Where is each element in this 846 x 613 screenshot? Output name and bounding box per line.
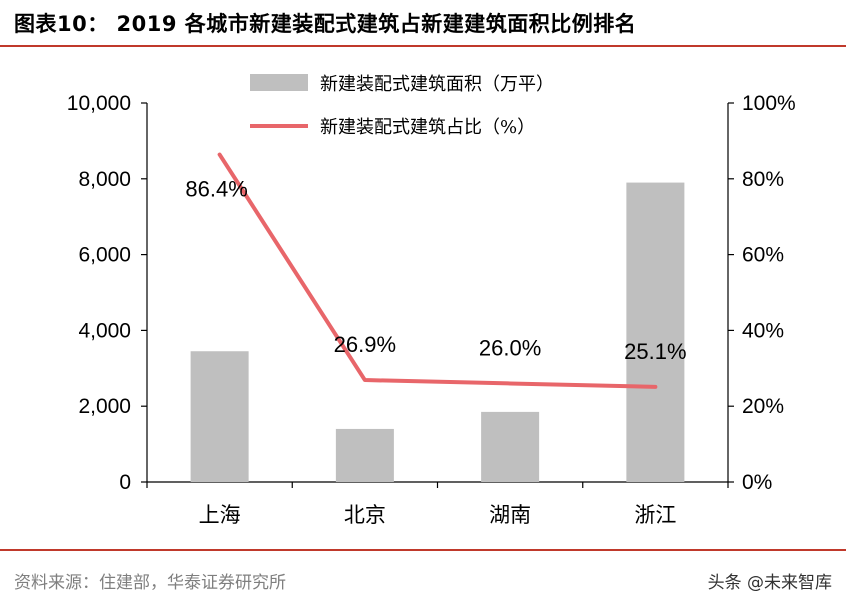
data-label: 26.0% — [479, 335, 541, 360]
x-tick-label: 浙江 — [634, 503, 676, 527]
x-tick-label: 北京 — [344, 503, 386, 527]
legend-swatch-bar — [250, 74, 308, 91]
left-tick-label: 6,000 — [78, 244, 131, 267]
x-tick-label: 上海 — [199, 503, 241, 527]
data-label: 25.1% — [624, 339, 686, 364]
left-tick-label: 8,000 — [78, 168, 131, 191]
legend: 新建装配式建筑面积（万平） 新建装配式建筑占比（%） — [250, 74, 554, 138]
right-tick-label: 0% — [742, 471, 772, 494]
axes: 0 2,000 4,000 6,000 8,000 10,000 0% 20% 40% 60% 80… — [67, 92, 796, 527]
bars — [190, 182, 685, 482]
bar-浙江 — [626, 182, 685, 482]
line-series — [217, 152, 658, 389]
bar-北京 — [335, 428, 394, 482]
right-tick-label: 60% — [742, 244, 784, 267]
right-tick-label: 40% — [742, 319, 784, 342]
right-tick-label: 100% — [742, 92, 796, 115]
chart: 新建装配式建筑面积（万平） 新建装配式建筑占比（%） 0 2,000 4,000 6,0… — [67, 74, 796, 527]
right-tick-label: 80% — [742, 168, 784, 191]
right-tick-label: 20% — [742, 395, 784, 418]
data-label: 26.9% — [334, 332, 396, 357]
left-tick-label: 0 — [119, 471, 131, 494]
watermark: 头条 @未来智库 — [707, 573, 832, 593]
footer-divider — [0, 549, 846, 551]
left-tick-label: 10,000 — [67, 92, 131, 115]
bar-上海 — [190, 351, 249, 482]
source-note: 资料来源：住建部，华泰证券研究所 — [14, 573, 286, 593]
x-tick-label: 湖南 — [489, 503, 531, 527]
data-labels: 86.4% 26.9% 26.0% 25.1% — [185, 177, 686, 364]
data-label: 86.4% — [185, 177, 247, 202]
line-share — [217, 152, 658, 389]
left-tick-label: 2,000 — [78, 395, 131, 418]
chart-title: 图表10： 2019 各城市新建装配式建筑占新建建筑面积比例排名 — [14, 12, 637, 36]
legend-label-line: 新建装配式建筑占比（%） — [320, 117, 535, 138]
title-divider — [0, 45, 846, 47]
bar-湖南 — [481, 411, 540, 482]
left-tick-label: 4,000 — [78, 319, 131, 342]
legend-label-bar: 新建装配式建筑面积（万平） — [320, 74, 554, 95]
